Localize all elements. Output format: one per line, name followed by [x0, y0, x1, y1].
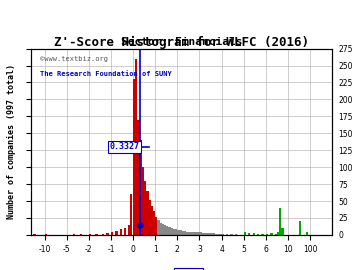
Bar [159, 223, 162, 235]
Bar [188, 231, 190, 235]
Bar [195, 232, 197, 235]
Bar [138, 120, 140, 235]
Bar [175, 230, 177, 235]
Text: The Research Foundation of SUNY: The Research Foundation of SUNY [40, 71, 172, 77]
Bar [306, 232, 308, 235]
Bar [140, 140, 142, 235]
Bar [282, 228, 284, 235]
Bar [135, 59, 138, 235]
Bar [168, 227, 171, 235]
Bar [182, 231, 184, 235]
Y-axis label: Number of companies (997 total): Number of companies (997 total) [7, 64, 16, 219]
Bar [266, 234, 268, 235]
Bar [217, 234, 219, 235]
Bar [127, 225, 130, 235]
Bar [197, 232, 199, 235]
Bar [222, 234, 224, 235]
Text: 0.3327: 0.3327 [109, 142, 139, 151]
Bar [115, 231, 118, 235]
Bar [155, 217, 157, 235]
Title: Z'-Score Histogram for WLFC (2016): Z'-Score Histogram for WLFC (2016) [54, 36, 309, 49]
Bar [162, 224, 164, 235]
Bar [208, 233, 211, 235]
Bar [204, 233, 206, 235]
Bar [180, 230, 182, 235]
Bar [33, 234, 36, 235]
Bar [173, 229, 175, 235]
Bar [213, 233, 215, 235]
Bar [142, 167, 144, 235]
Bar [184, 231, 186, 235]
Bar [244, 232, 246, 235]
Bar [275, 234, 277, 235]
Bar [279, 208, 282, 235]
Bar [219, 234, 222, 235]
Bar [45, 234, 47, 235]
Bar [230, 234, 233, 235]
Bar [157, 220, 159, 235]
Bar [226, 234, 228, 235]
Bar [257, 234, 259, 235]
Bar [299, 221, 301, 235]
Bar [186, 231, 188, 235]
Bar [206, 233, 208, 235]
Text: ©www.textbiz.org: ©www.textbiz.org [40, 56, 108, 62]
Bar [190, 231, 193, 235]
Bar [111, 232, 113, 235]
Bar [124, 228, 126, 235]
Bar [133, 79, 135, 235]
Bar [202, 233, 204, 235]
Bar [277, 232, 279, 235]
Bar [270, 233, 273, 235]
Bar [199, 232, 202, 235]
Bar [80, 234, 82, 235]
Bar [130, 194, 132, 235]
Bar [95, 234, 98, 235]
Bar [149, 200, 151, 235]
Text: Sector: Financials: Sector: Financials [121, 37, 243, 47]
Bar [120, 230, 122, 235]
Bar [261, 234, 264, 235]
Bar [177, 230, 180, 235]
Bar [235, 234, 237, 235]
Bar [253, 233, 255, 235]
Bar [193, 232, 195, 235]
Bar [215, 234, 217, 235]
Bar [144, 181, 147, 235]
Bar [166, 226, 168, 235]
Bar [102, 234, 104, 235]
Bar [248, 233, 251, 235]
Bar [171, 228, 173, 235]
Bar [151, 207, 153, 235]
Bar [211, 233, 213, 235]
Bar [153, 211, 155, 235]
Bar [147, 191, 149, 235]
Bar [89, 234, 91, 235]
Bar [164, 225, 166, 235]
Bar [73, 234, 76, 235]
Bar [107, 233, 109, 235]
